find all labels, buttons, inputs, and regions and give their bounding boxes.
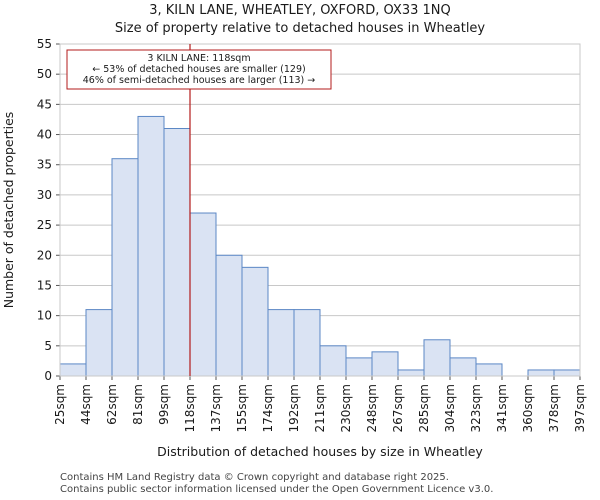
x-tick-label: 99sqm (157, 384, 171, 425)
bar (475, 363, 503, 377)
bar (527, 369, 555, 377)
x-tick-label: 155sqm (235, 384, 249, 432)
x-tick-label: 360sqm (521, 384, 535, 432)
annotation-line-2: ← 53% of detached houses are smaller (12… (92, 64, 305, 75)
bar (189, 212, 217, 377)
x-tick-label: 248sqm (365, 384, 379, 432)
chart-title: 3, KILN LANE, WHEATLEY, OXFORD, OX33 1NQ (149, 3, 451, 18)
annotation-rect (66, 49, 332, 90)
x-tick-label: 285sqm (417, 384, 431, 432)
bar (215, 254, 243, 377)
annotation-box: 3 KILN LANE: 118sqm ← 53% of detached ho… (66, 49, 332, 90)
y-tick-label: 10 (37, 309, 52, 323)
footer-line-1: Contains HM Land Registry data © Crown c… (60, 472, 449, 483)
bar (371, 351, 399, 377)
y-tick-label: 20 (37, 248, 52, 262)
chart-subtitle: Size of property relative to detached ho… (115, 21, 486, 36)
x-tick-label: 397sqm (573, 384, 587, 432)
x-tick-label: 118sqm (183, 384, 197, 432)
plot-frame (59, 43, 581, 377)
y-tick-label: 55 (37, 37, 52, 51)
x-tick-label: 211sqm (313, 384, 327, 432)
y-axis-ticks: 0 5 10 15 20 25 30 35 40 45 50 55 (37, 37, 60, 383)
bar (267, 309, 295, 377)
x-axis-ticks: 25sqm 44sqm 62sqm 81sqm 99sqm 118sqm 137sqm 155… (53, 376, 587, 432)
y-tick-label: 30 (37, 188, 52, 202)
bar (397, 369, 425, 377)
x-tick-label: 192sqm (287, 384, 301, 432)
x-tick-label: 230sqm (339, 384, 353, 432)
bar (163, 128, 191, 377)
x-tick-label: 267sqm (391, 384, 405, 432)
annotation-line-1: 3 KILN LANE: 118sqm (147, 53, 250, 64)
y-tick-label: 25 (37, 218, 52, 232)
y-tick-label: 15 (37, 278, 52, 292)
bars (59, 115, 581, 377)
footer-line-2: Contains public sector information licen… (60, 484, 494, 495)
y-axis-label: Number of detached properties (1, 112, 16, 309)
bar (85, 309, 113, 377)
bar (241, 266, 269, 377)
x-tick-label: 341sqm (495, 384, 509, 432)
bar (423, 339, 451, 377)
y-tick-label: 5 (44, 339, 52, 353)
bar (137, 115, 165, 377)
bar (293, 309, 321, 377)
annotation-line-3: 46% of semi-detached houses are larger (… (83, 75, 316, 86)
bar (319, 345, 347, 377)
y-tick-label: 45 (37, 97, 52, 111)
y-tick-label: 40 (37, 128, 52, 142)
y-tick-label: 35 (37, 158, 52, 172)
x-tick-label: 174sqm (261, 384, 275, 432)
x-tick-label: 44sqm (79, 384, 93, 425)
x-tick-label: 81sqm (131, 384, 145, 425)
x-tick-label: 25sqm (53, 384, 67, 425)
y-tick-label: 0 (44, 369, 52, 383)
bar (345, 357, 373, 377)
bar (449, 357, 477, 377)
y-tick-label: 50 (37, 67, 52, 81)
x-tick-label: 378sqm (547, 384, 561, 432)
x-tick-label: 323sqm (469, 384, 483, 432)
x-axis-label: Distribution of detached houses by size … (157, 444, 483, 459)
bar (59, 363, 87, 377)
x-tick-label: 137sqm (209, 384, 223, 432)
x-tick-label: 62sqm (105, 384, 119, 425)
x-tick-label: 304sqm (443, 384, 457, 432)
bar (553, 369, 581, 377)
bar (111, 158, 139, 377)
